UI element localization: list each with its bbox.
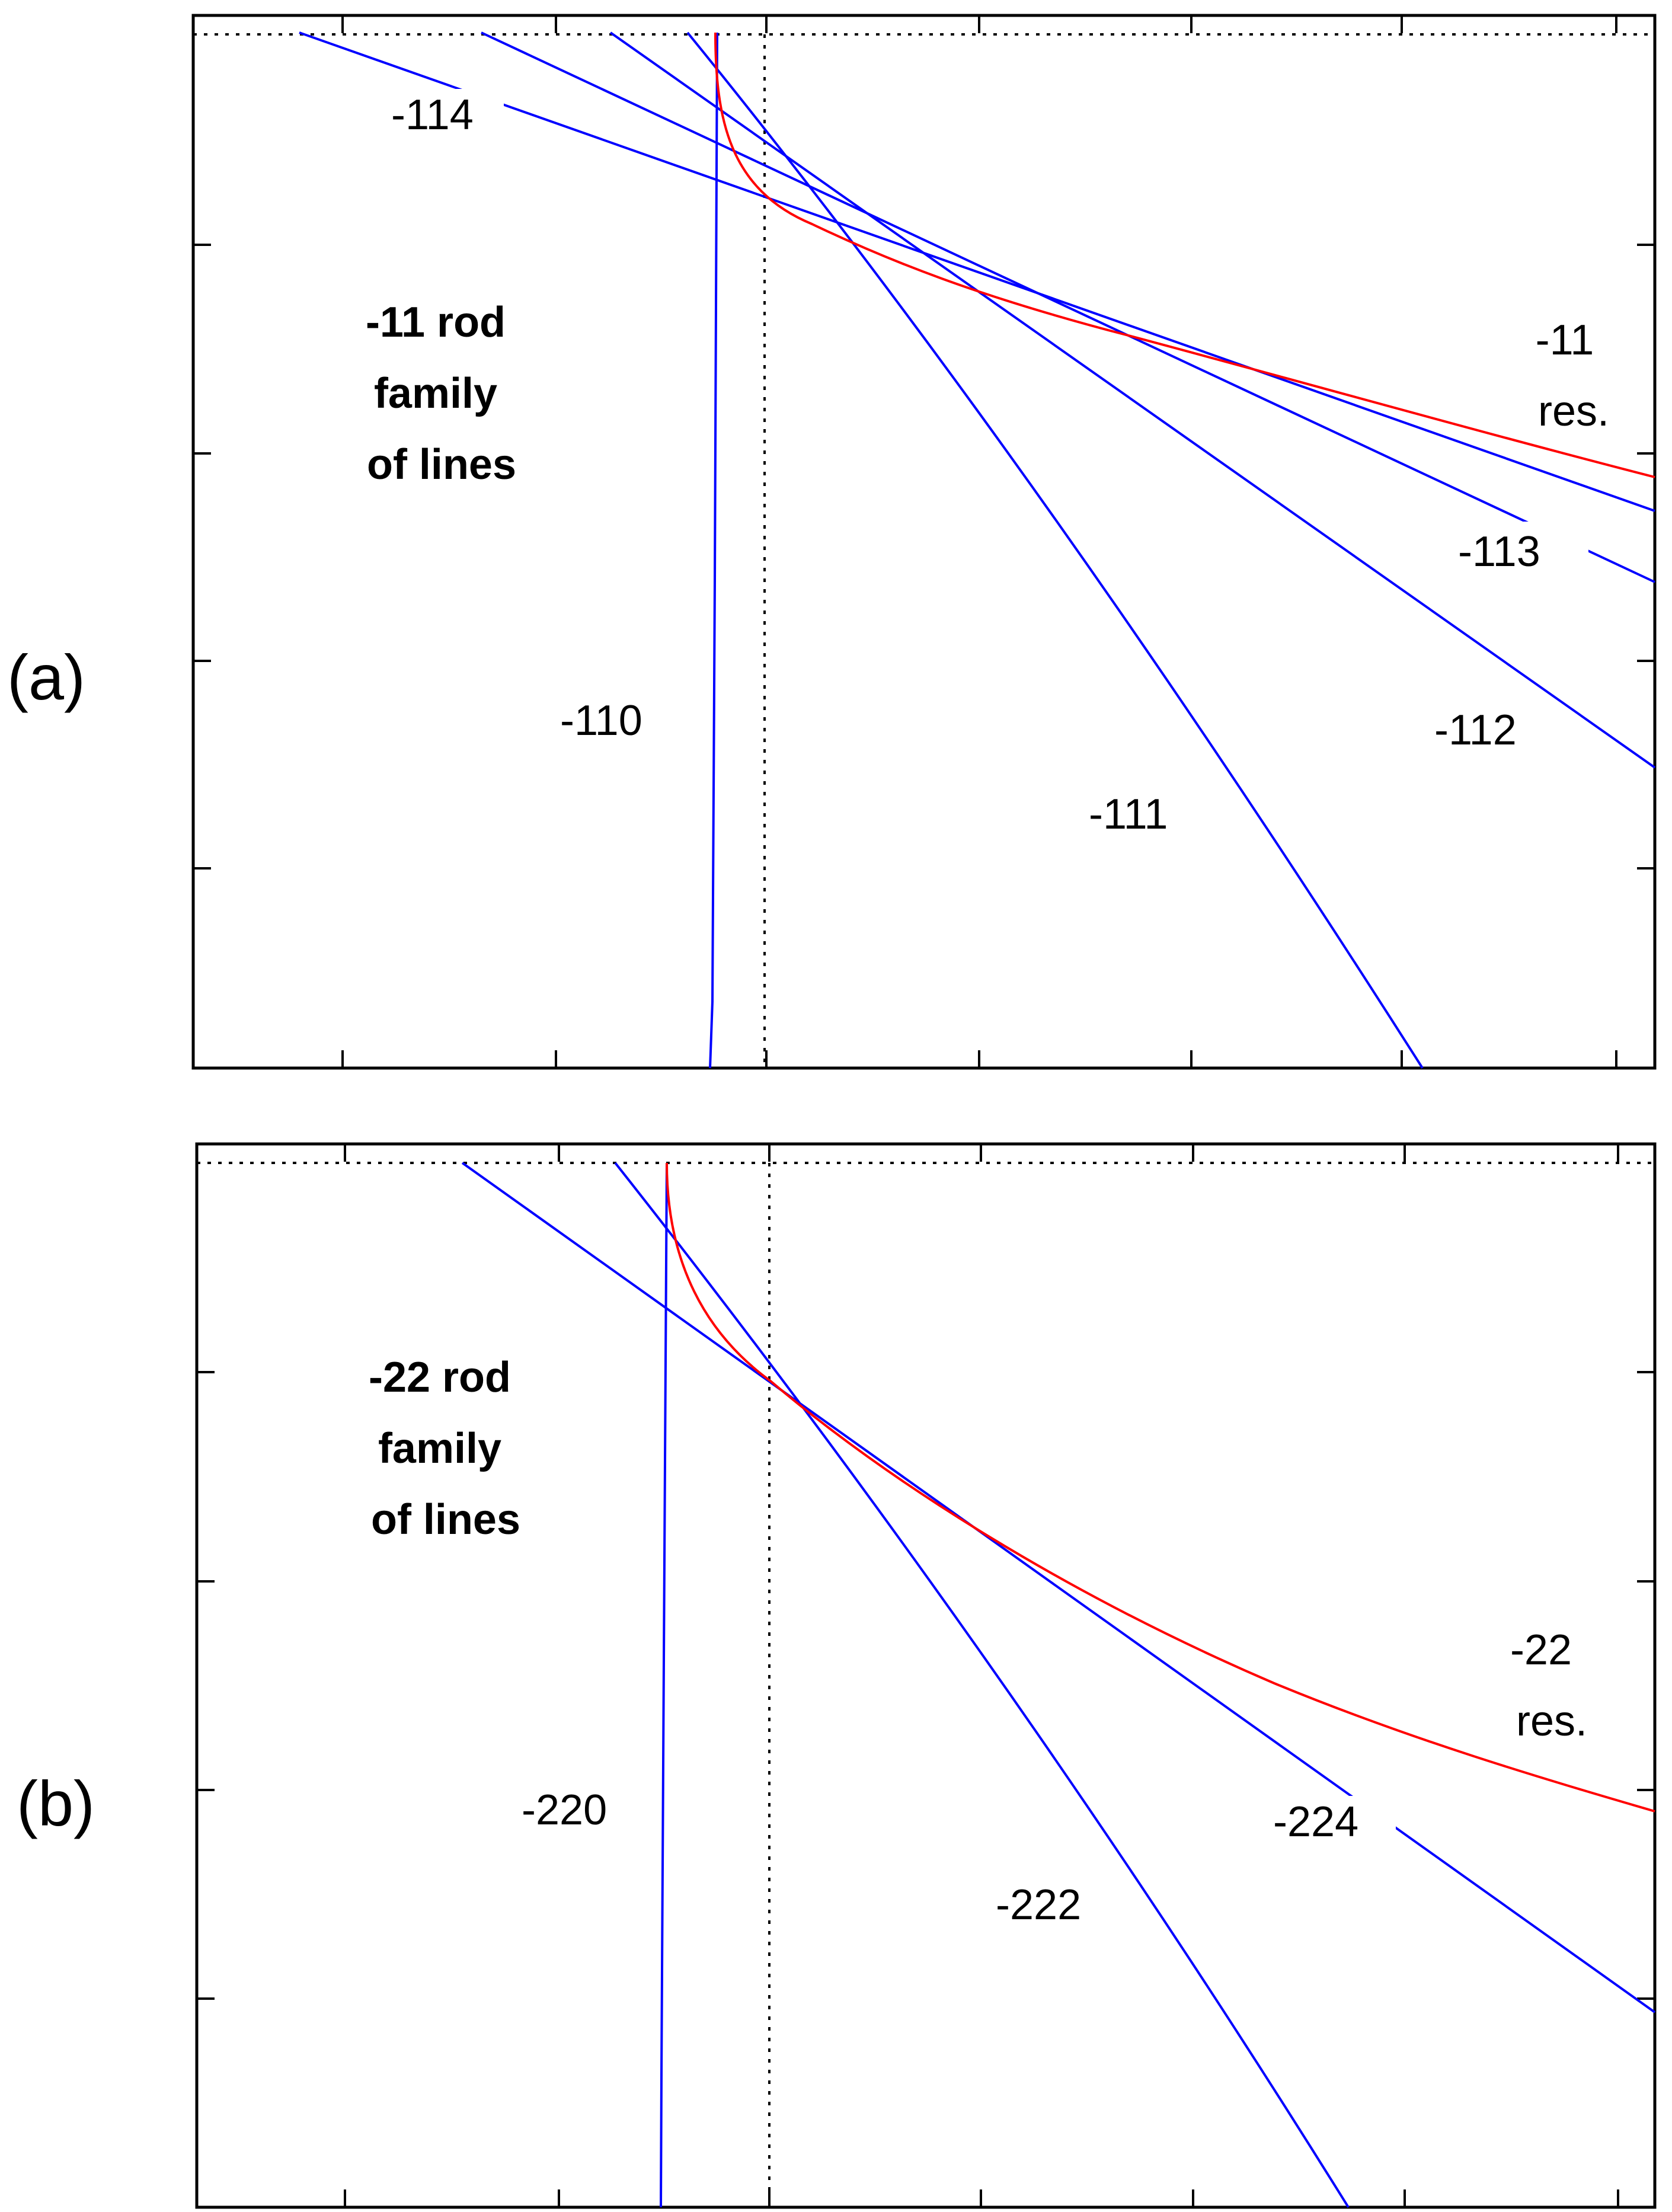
label-minus-22-res: -22 res. <box>1510 1626 1587 1745</box>
panel-a-ticks <box>193 15 1655 1068</box>
label-minus-222: -222 <box>996 1881 1081 1929</box>
label-minus-114: -114 <box>391 91 474 139</box>
line-minus-222 <box>614 1162 1350 2208</box>
line-minus-111 <box>686 31 1424 1069</box>
label-minus-224: -224 <box>1273 1798 1358 1846</box>
panel-a-frame <box>191 14 1657 1070</box>
panel-b: (b) <box>17 1142 1657 2209</box>
label-minus-110: -110 <box>560 697 642 744</box>
panel-b-label: (b) <box>17 1767 95 1839</box>
curve-minus-11-res <box>714 32 1655 478</box>
panel-a-title: -11 rod family of lines <box>366 299 517 488</box>
line-minus-110 <box>709 32 718 1069</box>
panel-b-title: -22 rod family of lines <box>369 1354 523 1543</box>
panel-b-frame <box>195 1142 1657 2209</box>
line-minus-224 <box>461 1162 1656 2013</box>
panel-b-ticks <box>197 1144 1655 2207</box>
panel-a-label: (a) <box>7 641 85 713</box>
panel-a: (a) <box>7 14 1657 1070</box>
label-minus-113: -113 <box>1458 528 1540 576</box>
panel-a-labels: -114 -110 -111 -112 -113 -11 res. <box>379 89 1609 838</box>
line-minus-113 <box>481 31 1655 583</box>
panel-b-labels: -220 -222 -224 -22 res. <box>522 1626 1587 1929</box>
curve-minus-22-res <box>666 1162 1655 1813</box>
line-minus-220 <box>660 1162 668 2208</box>
label-minus-112: -112 <box>1434 707 1517 754</box>
label-minus-220: -220 <box>522 1786 607 1834</box>
label-minus-111: -111 <box>1089 791 1168 838</box>
label-minus-11-res: -11 res. <box>1536 317 1609 435</box>
line-minus-112 <box>609 31 1656 769</box>
line-minus-114 <box>299 31 1655 512</box>
